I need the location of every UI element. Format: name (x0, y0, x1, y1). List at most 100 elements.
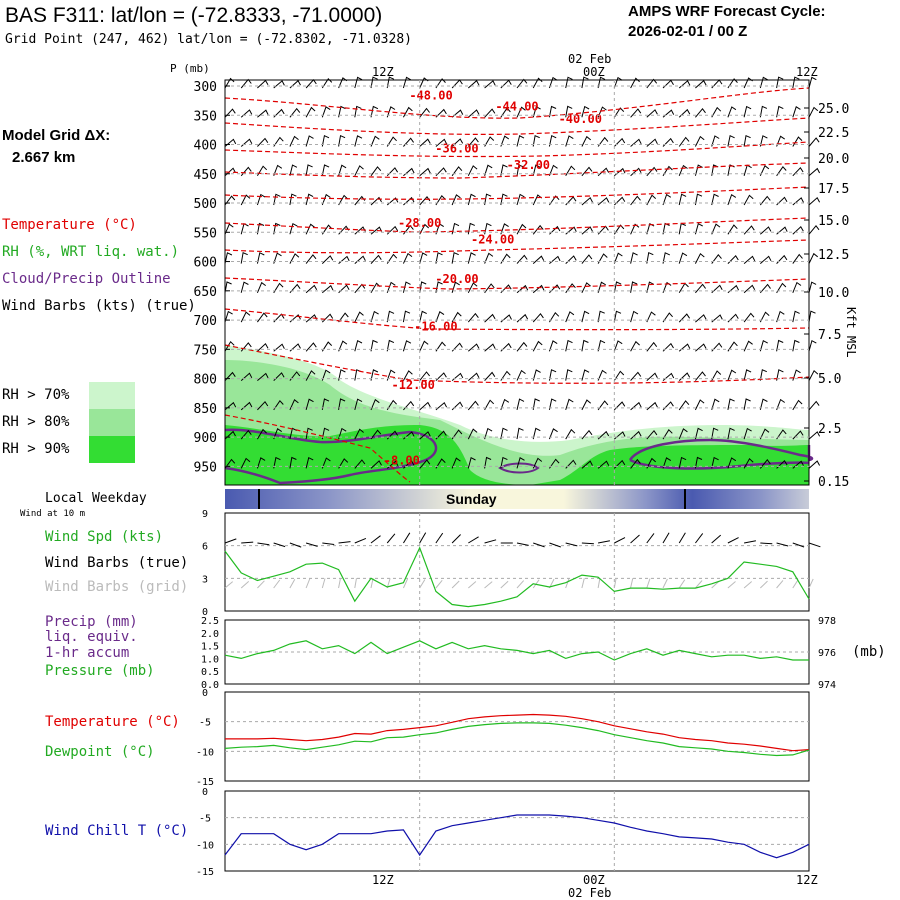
wind-barb (613, 310, 622, 323)
wind-barb (581, 369, 590, 381)
wind-barb (451, 311, 462, 323)
wind-barb (678, 252, 688, 264)
wind-barb (565, 428, 576, 440)
pressure-tick: 750 (194, 343, 217, 358)
wind-barb (273, 428, 282, 440)
wind-barb (630, 458, 641, 469)
wind-barb (273, 252, 282, 264)
wind-barb (484, 371, 496, 381)
temperature-contour (224, 308, 810, 331)
wind-barb (321, 106, 331, 118)
wind-barb (695, 283, 707, 294)
wind-barb (549, 255, 561, 264)
wind-barb (581, 429, 593, 440)
wind-barb (321, 369, 331, 381)
wind-barb (727, 193, 737, 206)
wind-barb (565, 135, 574, 147)
wind-barb (662, 578, 668, 589)
wind-barb (759, 226, 772, 235)
wind-barb (808, 197, 821, 206)
wind-barb (613, 401, 626, 411)
wind-barb (646, 194, 657, 206)
wind-barb (484, 399, 495, 411)
wind-speed-series (224, 546, 810, 608)
wind-barb (808, 252, 819, 264)
wind-barb (743, 427, 752, 440)
wind-barb (727, 369, 737, 381)
wind-barb (484, 164, 493, 176)
wind-barb (354, 459, 366, 469)
chill-ytick: -15 (196, 867, 214, 878)
wind-barb (435, 532, 444, 544)
wind-barb (273, 193, 281, 206)
temperature-contour (224, 87, 810, 119)
wind-barb (646, 578, 651, 589)
wind-barb (776, 196, 788, 206)
wind-barb (321, 134, 330, 147)
wind-ytick: 9 (202, 509, 208, 520)
wind-barb (402, 340, 412, 352)
chill-panel-grid (419, 791, 615, 871)
wind-barb (678, 400, 690, 411)
pressure-series (224, 640, 809, 661)
wind-barb (386, 253, 398, 264)
wind-barb (305, 398, 314, 411)
wind-barb (743, 581, 753, 589)
wind-barbs-true-label: Wind Barbs (true) (45, 555, 189, 571)
wind-barb (370, 339, 378, 352)
wind-barb (792, 310, 800, 323)
wind-barb (402, 76, 412, 89)
wind-barb (581, 197, 593, 206)
temp-ytick: -10 (196, 747, 214, 758)
wind-barb (548, 398, 557, 411)
wind-barb (678, 532, 686, 544)
wind-barb (484, 539, 497, 544)
wind-ytick: 0 (202, 607, 208, 618)
wind-barb (289, 399, 299, 411)
wind-barb (727, 581, 736, 589)
wind-barb (321, 78, 333, 89)
wind-barb (678, 428, 688, 440)
wind-barb (256, 222, 265, 235)
wind-barb (484, 136, 495, 147)
wind-barb (256, 457, 266, 469)
wind-barb (322, 542, 335, 545)
wind-barb (548, 105, 557, 118)
wind-barb (743, 284, 756, 294)
wind-barb (597, 167, 610, 177)
pressure-tick: 300 (194, 80, 217, 95)
wind-barb (484, 343, 496, 352)
height-tick: 5.0 (818, 372, 841, 387)
wind-barb (321, 427, 330, 440)
wind-barb (694, 456, 703, 469)
pressure-label: Pressure (mb) (45, 663, 155, 679)
legend-rh90-label: RH > 90% (2, 441, 70, 457)
wind-barb (484, 427, 493, 440)
wind-barb (662, 165, 673, 177)
wind-barb (548, 134, 557, 147)
height-tick: 17.5 (818, 182, 849, 197)
wind-barb (548, 340, 558, 352)
wind-barb (240, 194, 251, 206)
wind-barb (500, 164, 508, 176)
wind-barb (338, 427, 347, 440)
wind-barb (792, 281, 802, 293)
wind-barb (500, 456, 508, 469)
wind-barb (370, 196, 382, 206)
wind-barb (224, 310, 233, 323)
wind-barb (646, 401, 658, 411)
wind-barb (257, 343, 269, 352)
wind-barb (581, 399, 592, 411)
wind-barb (419, 459, 431, 469)
wind-barb (224, 195, 236, 206)
wind-barb (273, 372, 285, 381)
wind-barb (451, 580, 460, 589)
wind-barb (533, 542, 545, 548)
wind-barb (581, 282, 591, 294)
wind-barb (289, 222, 298, 235)
wind-barb (435, 167, 447, 177)
wind-barb (305, 135, 314, 147)
wind-barb (467, 282, 478, 294)
wind-barb (305, 427, 313, 440)
wind-barb (532, 427, 541, 440)
